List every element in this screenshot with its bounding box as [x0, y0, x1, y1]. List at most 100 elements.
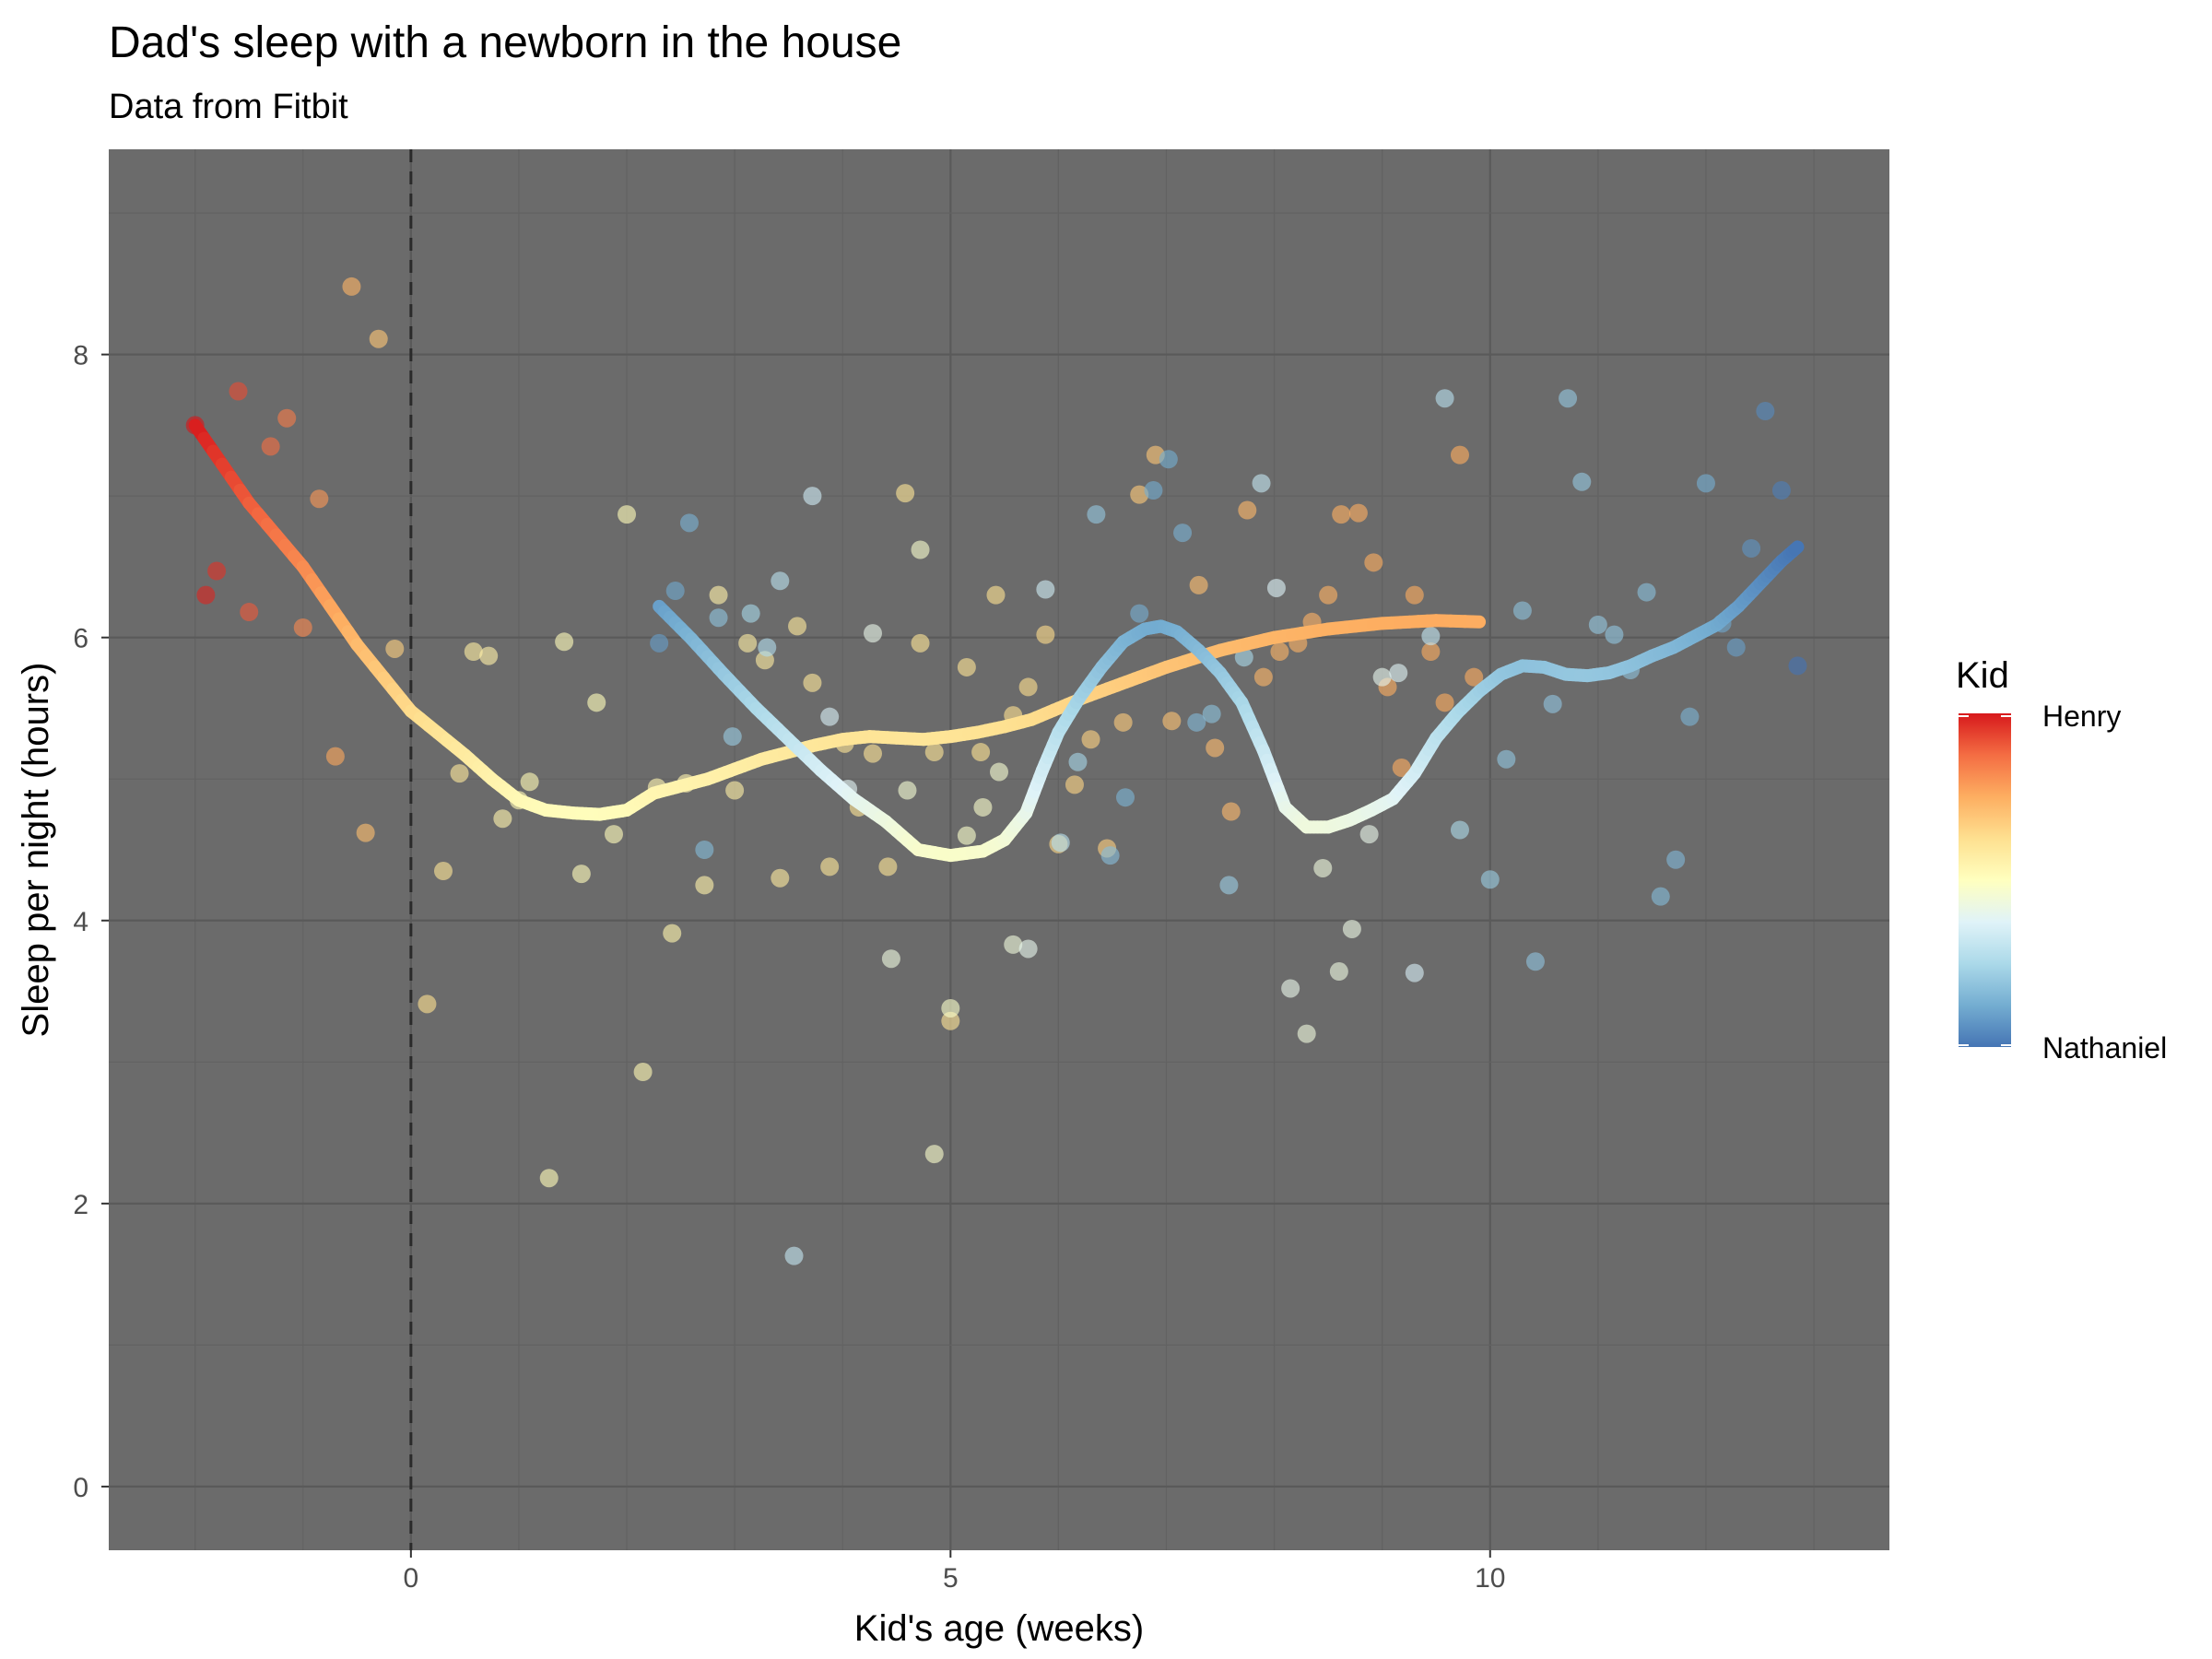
- data-point-henry: [229, 382, 248, 401]
- data-point-henry: [520, 772, 539, 792]
- data-point-nathaniel: [1130, 604, 1149, 623]
- data-point-henry: [587, 693, 606, 712]
- x-tick-label: 0: [404, 1563, 419, 1594]
- data-point-henry: [277, 408, 297, 428]
- data-point-nathaniel: [1281, 979, 1300, 998]
- x-tick-label: 10: [1475, 1563, 1505, 1594]
- data-point-nathaniel: [1115, 788, 1135, 807]
- data-point-henry: [911, 633, 930, 653]
- data-point-nathaniel: [957, 826, 976, 845]
- data-point-nathaniel: [1389, 664, 1408, 683]
- data-point-nathaniel: [679, 513, 699, 533]
- data-point-nathaniel: [990, 762, 1008, 782]
- y-tick-label: 2: [73, 1190, 88, 1220]
- data-point-nathaniel: [1329, 962, 1348, 982]
- data-point-henry: [633, 1063, 653, 1082]
- data-point-henry: [385, 639, 405, 658]
- data-point-nathaniel: [1742, 538, 1761, 558]
- data-point-nathaniel: [898, 781, 917, 800]
- data-point-henry: [293, 618, 312, 637]
- data-point-henry: [1221, 802, 1241, 821]
- data-point-henry: [1036, 625, 1055, 644]
- data-point-nathaniel: [1144, 481, 1163, 500]
- data-point-nathaniel: [1004, 935, 1023, 954]
- data-point-henry: [924, 743, 944, 762]
- data-point-nathaniel: [1756, 402, 1775, 421]
- data-point-henry: [464, 642, 483, 662]
- data-point-henry: [604, 825, 623, 844]
- data-point-henry: [1450, 445, 1469, 465]
- trend-segment: [1788, 540, 1805, 556]
- data-point-henry: [310, 489, 329, 509]
- data-point-henry: [369, 329, 388, 348]
- data-point-henry: [1238, 500, 1257, 520]
- data-point-henry: [709, 585, 728, 605]
- data-point-nathaniel: [1087, 505, 1106, 524]
- data-point-nathaniel: [1187, 712, 1206, 732]
- data-point-henry: [1435, 693, 1454, 712]
- data-point-nathaniel: [1696, 474, 1715, 493]
- data-point-nathaniel: [1100, 846, 1120, 865]
- data-point-nathaniel: [723, 727, 742, 747]
- data-point-henry: [240, 603, 259, 622]
- data-point-nathaniel: [1018, 939, 1038, 959]
- data-point-nathaniel: [1572, 472, 1592, 491]
- data-point-henry: [986, 585, 1006, 605]
- chart-subtitle: Data from Fitbit: [109, 88, 348, 126]
- data-point-henry: [1348, 503, 1368, 523]
- data-point-henry: [196, 585, 216, 605]
- data-point-nathaniel: [784, 1246, 804, 1265]
- data-point-nathaniel: [1543, 694, 1562, 713]
- data-point-nathaniel: [1219, 876, 1239, 895]
- legend-title: Kid: [1956, 655, 2009, 696]
- data-point-henry: [957, 657, 976, 677]
- data-point-henry: [1253, 667, 1273, 687]
- data-point-henry: [1465, 667, 1484, 687]
- data-point-nathaniel: [771, 571, 790, 591]
- data-point-henry: [1113, 712, 1133, 732]
- data-point-nathaniel: [1637, 582, 1656, 602]
- data-point-nathaniel: [1559, 389, 1578, 408]
- data-point-henry: [1206, 738, 1225, 758]
- data-point-nathaniel: [1651, 887, 1670, 906]
- data-point-henry: [539, 1169, 559, 1188]
- data-point-nathaniel: [1771, 481, 1791, 500]
- data-point-nathaniel: [1525, 952, 1545, 971]
- data-point-nathaniel: [1480, 870, 1500, 889]
- data-point-henry: [663, 924, 682, 943]
- y-tick-label: 0: [73, 1473, 88, 1503]
- trend-line-nathaniel: [653, 540, 1805, 863]
- data-point-henry: [695, 876, 714, 895]
- data-point-henry: [1189, 575, 1208, 594]
- chart-title: Dad's sleep with a newborn in the house: [109, 18, 901, 67]
- data-point-henry: [1364, 553, 1383, 572]
- data-point-henry: [1405, 585, 1424, 605]
- data-point-nathaniel: [1588, 615, 1607, 634]
- data-point-nathaniel: [1313, 858, 1333, 877]
- x-axis-title: Kid's age (weeks): [854, 1608, 1144, 1649]
- y-axis-title: Sleep per night (hours): [16, 663, 56, 1038]
- data-point-henry: [325, 747, 345, 766]
- x-tick-label: 5: [943, 1563, 959, 1594]
- data-point-nathaniel: [1359, 825, 1379, 844]
- data-point-nathaniel: [1342, 919, 1361, 938]
- data-point-nathaniel: [1068, 752, 1088, 771]
- data-point-henry: [261, 437, 280, 456]
- data-point-nathaniel: [1234, 648, 1253, 667]
- trend-layer: [188, 418, 1805, 863]
- data-point-nathaniel: [864, 624, 883, 643]
- data-point-nathaniel: [1405, 963, 1424, 982]
- legend-label-nathaniel: Nathaniel: [2042, 1031, 2167, 1065]
- data-point-nathaniel: [1372, 667, 1392, 687]
- data-point-henry: [1392, 758, 1411, 777]
- data-point-nathaniel: [1252, 474, 1271, 493]
- data-point-nathaniel: [1036, 580, 1055, 599]
- data-point-henry: [1162, 712, 1182, 731]
- data-point-henry: [1421, 642, 1441, 662]
- data-point-nathaniel: [1173, 524, 1193, 543]
- data-point-nathaniel: [650, 633, 669, 653]
- data-point-nathaniel: [941, 998, 960, 1018]
- data-point-henry: [1130, 485, 1149, 504]
- data-point-henry: [555, 632, 574, 652]
